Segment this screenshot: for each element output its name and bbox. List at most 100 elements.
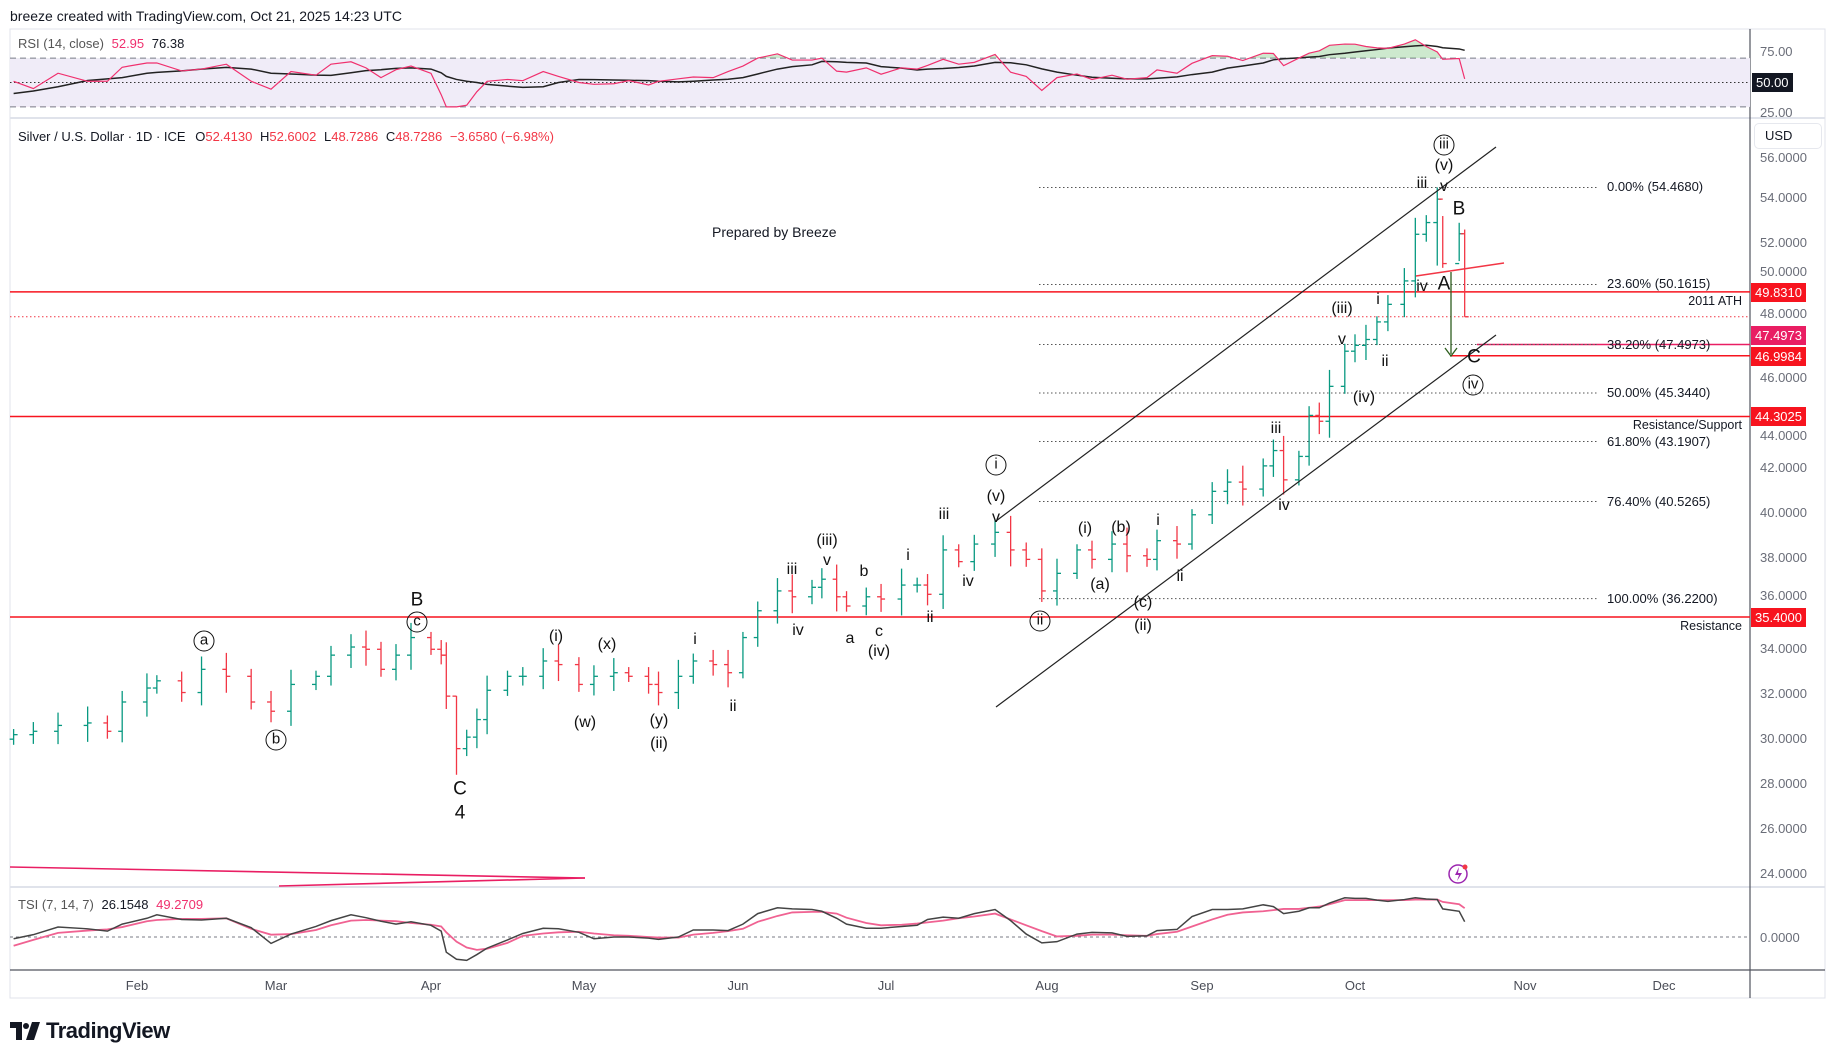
time-axis-label: Dec — [1652, 978, 1676, 993]
ohlc-bar — [808, 579, 816, 605]
fib-level-label: 23.60% (50.1615) — [1607, 276, 1711, 292]
tsi-signal-value: 49.2709 — [156, 897, 204, 912]
wave-label: iii — [1270, 420, 1282, 437]
ohlc-bar — [1315, 402, 1324, 435]
prepared-by-note: Prepared by Breeze — [712, 224, 837, 240]
channel-lower-line — [995, 334, 1497, 708]
ohlc-bar — [1022, 542, 1031, 567]
wave-label: v — [1338, 331, 1346, 348]
price-tick-label: 28.0000 — [1760, 775, 1807, 791]
ohlc-bar — [1455, 222, 1464, 265]
price-tick-label: 32.0000 — [1760, 685, 1807, 701]
tradingview-logo[interactable]: TradingView — [10, 1018, 170, 1044]
wave-label: B — [410, 589, 424, 611]
wave-label: ii — [729, 698, 737, 715]
ohlc-bar — [362, 630, 370, 666]
time-axis-label: May — [571, 978, 597, 993]
ohlc-bar — [788, 574, 797, 614]
wave-label: i — [693, 631, 697, 648]
tsi-axis-zero: 0.0000 — [1760, 930, 1800, 945]
ohlc-bar — [842, 591, 851, 612]
arrow-head-icon — [1444, 347, 1458, 358]
ohlc-bar — [753, 601, 762, 647]
time-axis-label: Sep — [1190, 978, 1214, 993]
ohlc-bar — [287, 669, 295, 726]
ohlc-bar — [9, 729, 18, 745]
ohlc-bar — [709, 649, 718, 676]
ohlc-bar — [1411, 217, 1420, 298]
ohlc-bar — [674, 659, 683, 709]
ohlc-bar — [118, 690, 127, 743]
ohlc-bar — [247, 668, 256, 710]
ohlc-bar — [177, 671, 186, 702]
ohlc-bar — [970, 534, 979, 571]
level-price-tag: 46.9984 — [1751, 346, 1806, 366]
time-axis-label: Oct — [1344, 978, 1366, 993]
currency-button[interactable]: USD — [1754, 123, 1822, 149]
wave-label: iv — [1462, 374, 1484, 396]
tsi-signal-line — [13, 898, 1466, 951]
ohlc-bar — [724, 649, 733, 688]
channel-upper-line — [995, 146, 1497, 522]
ohlc-bar — [29, 722, 38, 744]
ohlc-bar — [1422, 215, 1431, 242]
time-axis-label: Aug — [1035, 978, 1059, 993]
wave-label: (iv) — [867, 643, 891, 660]
wave-label: 4 — [454, 802, 466, 824]
wave-label: iv — [1278, 497, 1290, 514]
ohlc-bar — [267, 690, 276, 723]
wave-label: (y) — [649, 712, 669, 729]
ohlc-bar — [1153, 529, 1161, 571]
price-tick-label: 42.0000 — [1760, 460, 1807, 476]
ohlc-bar — [103, 715, 112, 739]
price-tick-label: 34.0000 — [1760, 640, 1807, 656]
ohlc-bar — [452, 695, 461, 775]
symbol-name: Silver / U.S. Dollar · 1D · ICE — [18, 129, 186, 144]
ohlc-bar — [817, 568, 826, 599]
wave-label: (i) — [548, 628, 564, 645]
wave-label: (a) — [1090, 576, 1110, 593]
wave-label: a — [845, 630, 855, 647]
wave-label: C — [1467, 346, 1481, 368]
change-value: −3.6580 (−6.98%) — [449, 129, 554, 144]
time-axis-label: Feb — [125, 978, 149, 993]
ohlc-bar — [738, 631, 747, 679]
attribution-header: breeze created with TradingView.com, Oct… — [10, 8, 402, 24]
ohlc-bar — [472, 708, 481, 749]
ohlc-bar — [554, 644, 563, 682]
fib-level-label: 0.00% (54.4680) — [1607, 179, 1704, 195]
ohlc-bar — [442, 642, 451, 709]
wave-label: ii — [926, 609, 934, 626]
ohlc-bar — [862, 587, 871, 616]
ohlc-bar — [1279, 435, 1288, 495]
ohlc-bar — [991, 519, 1000, 557]
ohlc-bar — [1173, 526, 1181, 559]
ohlc-bar — [54, 712, 63, 745]
time-axis-label: Jun — [727, 978, 749, 993]
ohlc-bar — [1305, 406, 1314, 466]
close-label: C — [385, 129, 396, 144]
fib-level-label: 38.20% (47.4973) — [1607, 336, 1711, 352]
ohlc-bar — [197, 656, 206, 706]
tsi-value: 26.1548 — [101, 897, 149, 912]
level-label: 2011 ATH — [1688, 293, 1742, 308]
ohlc-bar — [1372, 316, 1381, 346]
wave-label: (i) — [1077, 520, 1093, 537]
rsi-value: 52.95 — [111, 36, 145, 51]
wave-label: iii — [1416, 175, 1428, 192]
rsi-ma-value: 76.38 — [151, 36, 185, 51]
wave-label: iv — [1416, 278, 1428, 295]
wave-label: c — [406, 611, 428, 633]
ohlc-bar — [1269, 439, 1278, 477]
ohlc-bar — [1238, 465, 1247, 506]
brand-name: TradingView — [46, 1018, 170, 1043]
wave-label: i — [906, 547, 910, 564]
ohlc-bar — [392, 644, 400, 681]
wave-label: v — [823, 552, 831, 569]
ohlc-bar — [1351, 334, 1359, 363]
tsi-line — [13, 897, 1466, 962]
wave-label: (iv) — [1352, 389, 1376, 406]
level-price-tag: 44.3025 — [1751, 407, 1806, 427]
price-tick-label: 40.0000 — [1760, 505, 1807, 521]
